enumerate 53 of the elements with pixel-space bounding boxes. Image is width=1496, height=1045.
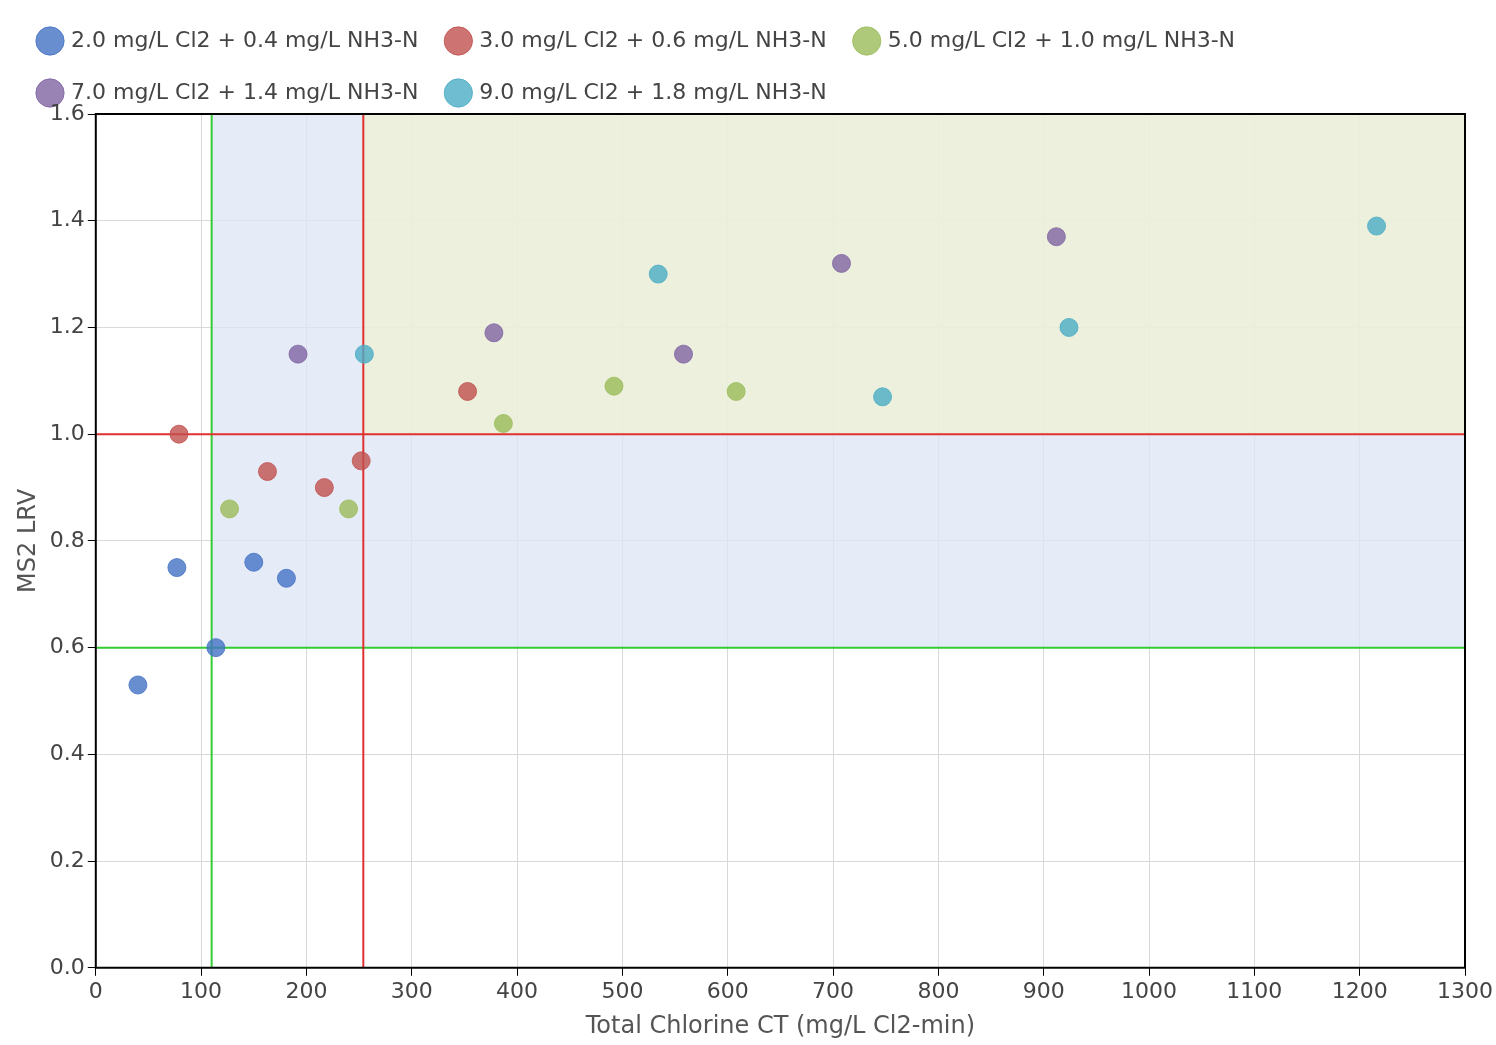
x-tick-label: 1000 — [1121, 977, 1178, 1003]
point — [288, 344, 308, 364]
point — [648, 264, 668, 284]
y-tick-label: 1.0 — [49, 419, 85, 445]
y-tick-label: 0.8 — [49, 526, 85, 552]
point — [1046, 227, 1066, 247]
point — [167, 558, 187, 578]
x-tick-label: 1300 — [1437, 977, 1494, 1003]
y-tick-label: 0.2 — [49, 846, 85, 872]
y-tick-label: 0.6 — [49, 633, 85, 659]
legend-label: 9.0 mg/L Cl2 + 1.8 mg/L NH3-N — [479, 78, 827, 104]
point — [276, 568, 296, 588]
x-tick-label: 400 — [496, 977, 539, 1003]
legend-label: 5.0 mg/L Cl2 + 1.0 mg/L NH3-N — [887, 26, 1236, 52]
point — [220, 499, 240, 519]
legend-label: 2.0 mg/L Cl2 + 0.4 mg/L NH3-N — [71, 26, 419, 52]
x-tick-label: 900 — [1022, 977, 1065, 1003]
point — [484, 323, 504, 343]
point — [128, 675, 148, 695]
y-axis-title: MS2 LRV — [12, 488, 41, 593]
y-tick-label: 0.0 — [49, 953, 85, 979]
point — [351, 451, 371, 471]
point — [873, 387, 893, 407]
x-tick-label: 800 — [917, 977, 960, 1003]
point — [257, 462, 277, 482]
y-tick-label: 0.4 — [49, 740, 85, 766]
point — [831, 253, 851, 273]
x-tick-label: 1100 — [1226, 977, 1283, 1003]
point — [314, 478, 334, 498]
point — [604, 376, 624, 396]
point — [1059, 317, 1079, 337]
y-tick-label: 1.2 — [49, 313, 85, 339]
point — [244, 552, 264, 572]
point — [354, 344, 374, 364]
point — [726, 381, 746, 401]
x-tick-label: 100 — [180, 977, 223, 1003]
point — [493, 414, 513, 433]
x-tick-label: 600 — [706, 977, 749, 1003]
x-tick-label: 500 — [601, 977, 644, 1003]
x-axis-title: Total Chlorine CT (mg/L Cl2-min) — [584, 1010, 976, 1039]
point — [1367, 216, 1387, 236]
legend-label: 3.0 mg/L Cl2 + 0.6 mg/L NH3-N — [479, 26, 827, 52]
x-tick-label: 200 — [285, 977, 328, 1003]
point — [458, 381, 478, 401]
x-tick-label: 0 — [88, 977, 103, 1003]
x-tick-label: 700 — [812, 977, 855, 1003]
point — [339, 499, 359, 519]
point — [206, 638, 226, 658]
point — [169, 424, 189, 444]
x-tick-label: 1200 — [1331, 977, 1388, 1003]
x-tick-label: 300 — [390, 977, 433, 1003]
point — [674, 344, 693, 364]
y-tick-label: 1.4 — [49, 206, 85, 232]
